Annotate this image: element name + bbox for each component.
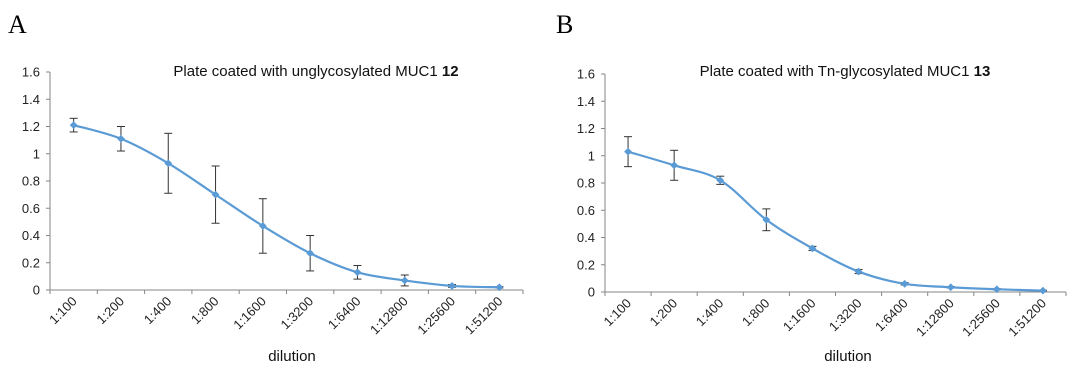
x-tick-label: 1:1600: [230, 294, 269, 333]
data-point: [69, 121, 78, 130]
y-tick-label: 0.4: [22, 228, 40, 243]
x-tick-label: 1:800: [739, 296, 773, 330]
series-line: [73, 124, 500, 289]
panel-letter: A: [8, 10, 27, 39]
data-point: [1039, 286, 1047, 295]
x-tick-label: 1:12800: [367, 294, 411, 338]
chart-title-text: Plate coated with unglycosylated MUC1: [173, 63, 441, 80]
chart-title-text: Plate coated with Tn-glycosylated MUC1: [700, 63, 974, 80]
y-tick-label: 0.6: [22, 201, 40, 216]
x-tick-label: 1:6400: [872, 296, 911, 335]
x-tick-label: 1:6400: [325, 294, 364, 333]
chart-title-number: 13: [974, 63, 991, 80]
x-tick-label: 1:100: [46, 294, 80, 328]
x-tick-label: 1:51200: [1005, 296, 1049, 340]
x-tick-label: 1:200: [93, 294, 127, 328]
y-tick-label: 1: [588, 148, 595, 163]
y-tick-label: 0.6: [577, 203, 595, 218]
chart-title: Plate coated with unglycosylated MUC1 12: [173, 63, 458, 80]
data-point: [946, 283, 955, 292]
data-point: [258, 222, 267, 230]
y-tick-label: 1.6: [22, 65, 40, 80]
x-tick-label: 1:800: [188, 294, 222, 328]
y-tick-label: 0.2: [22, 255, 40, 270]
y-tick-label: 0: [588, 285, 595, 300]
x-tick-label: 1:3200: [826, 296, 865, 335]
data-point: [716, 176, 725, 185]
data-point: [117, 134, 125, 143]
x-tick-label: 1:200: [647, 296, 681, 330]
data-point: [900, 279, 909, 288]
x-axis-label: dilution: [268, 348, 316, 365]
chart-a-svg: Plate coated with unglycosylated MUC1 12…: [22, 63, 524, 365]
y-tick-label: 0: [33, 283, 40, 298]
y-tick-label: 1.4: [22, 92, 40, 107]
data-point: [762, 215, 771, 224]
x-tick-label: 1:400: [141, 294, 175, 328]
y-tick-label: 1.6: [577, 67, 595, 82]
y-tick-label: 0.8: [577, 176, 595, 191]
data-point: [353, 268, 362, 277]
data-point: [670, 161, 679, 170]
data-point: [495, 283, 504, 292]
data-point: [448, 282, 456, 290]
y-tick-label: 0.8: [22, 174, 40, 189]
x-tick-label: 1:25600: [959, 296, 1003, 340]
data-point: [808, 244, 817, 253]
x-axis-label: dilution: [824, 348, 872, 365]
data-point: [624, 147, 632, 156]
x-tick-label: 1:100: [601, 296, 635, 330]
y-tick-label: 1: [33, 146, 40, 161]
chart-b-svg: Plate coated with Tn-glycosylated MUC1 1…: [577, 63, 1067, 365]
y-tick-label: 1.4: [577, 94, 595, 109]
chart-title: Plate coated with Tn-glycosylated MUC1 1…: [700, 63, 991, 80]
data-point: [211, 190, 220, 199]
y-tick-label: 1.2: [22, 119, 40, 134]
x-tick-label: 1:400: [693, 296, 727, 330]
y-tick-label: 0.4: [577, 230, 595, 245]
panel-letter: B: [556, 10, 574, 39]
chart-panel-a: A Plate coated with unglycosylated MUC1 …: [8, 10, 524, 365]
series-line: [627, 150, 1043, 292]
data-point: [854, 267, 863, 276]
x-tick-label: 1:12800: [913, 296, 957, 340]
x-tick-label: 1:51200: [462, 294, 506, 338]
y-tick-label: 1.2: [577, 121, 595, 136]
x-tick-label: 1:1600: [780, 296, 819, 335]
data-point: [306, 249, 315, 258]
data-point: [992, 285, 1001, 294]
y-tick-label: 0.2: [577, 257, 595, 272]
x-tick-label: 1:3200: [278, 294, 317, 333]
data-point: [400, 276, 409, 285]
chart-title-number: 12: [442, 63, 459, 80]
x-tick-label: 1:25600: [414, 294, 458, 338]
chart-panel-b: B Plate coated with Tn-glycosylated MUC1…: [545, 0, 1081, 367]
data-point: [164, 159, 173, 168]
